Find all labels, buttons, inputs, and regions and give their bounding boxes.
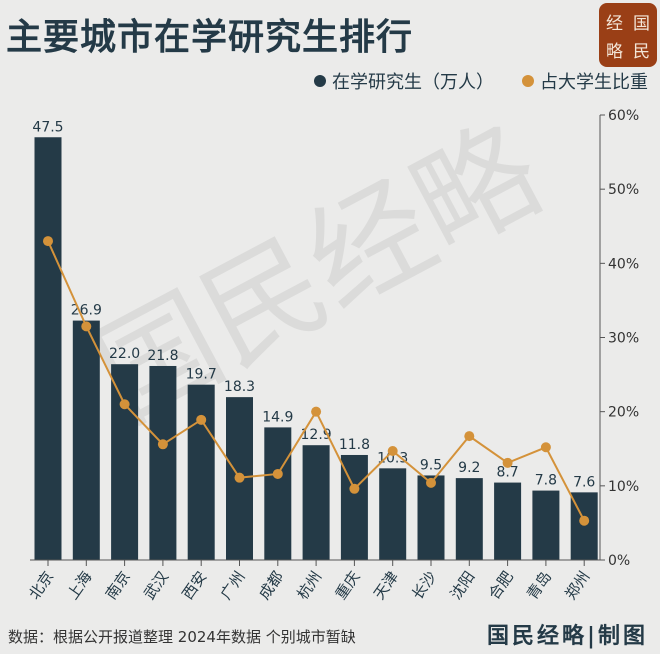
bar bbox=[187, 384, 215, 560]
line-point bbox=[119, 399, 130, 410]
line-point bbox=[426, 477, 436, 488]
x-tick-label: 沈阳 bbox=[447, 568, 479, 603]
line-point bbox=[272, 468, 283, 479]
y-tick-label: 50% bbox=[608, 182, 639, 198]
line-point bbox=[387, 445, 398, 456]
x-tick-label: 武汉 bbox=[140, 568, 172, 603]
legend-swatch bbox=[314, 75, 326, 87]
x-tick-label: 北京 bbox=[25, 568, 57, 603]
logo-char: 略 bbox=[606, 41, 623, 62]
bar-value-label: 8.7 bbox=[496, 465, 518, 481]
x-tick-label: 重庆 bbox=[332, 568, 364, 603]
bar-value-label: 7.8 bbox=[535, 473, 557, 489]
legend-swatch bbox=[522, 75, 534, 87]
x-tick-label: 合肥 bbox=[485, 568, 517, 603]
line-point bbox=[81, 321, 92, 332]
bar bbox=[149, 365, 177, 560]
bar-value-label: 14.9 bbox=[262, 409, 293, 425]
y-tick-label: 10% bbox=[608, 479, 639, 495]
line-point bbox=[540, 442, 551, 453]
x-tick-label: 杭州 bbox=[293, 568, 325, 603]
source-note: 数据：根据公开报道整理 2024年数据 个别城市暂缺 bbox=[8, 628, 356, 646]
logo-char: 民 bbox=[633, 41, 650, 62]
bar bbox=[532, 490, 560, 560]
bar-value-label: 19.7 bbox=[186, 367, 217, 383]
bar bbox=[417, 475, 445, 560]
bar-value-label: 7.6 bbox=[573, 474, 595, 490]
line-point bbox=[234, 472, 245, 483]
bar bbox=[34, 137, 62, 560]
x-tick-label: 南京 bbox=[102, 568, 134, 603]
brand-credit: 国民经略|制图 bbox=[486, 623, 648, 649]
legend-item-line: 占大学生比重 bbox=[522, 68, 648, 94]
bar bbox=[455, 478, 483, 560]
bar bbox=[302, 445, 330, 560]
bar-value-label: 9.5 bbox=[420, 457, 442, 473]
bar bbox=[379, 468, 407, 560]
logo: 经 国 略 民 bbox=[599, 3, 657, 67]
bar-value-label: 22.0 bbox=[109, 346, 140, 362]
x-tick-label: 上海 bbox=[64, 568, 96, 603]
bar-value-label: 21.8 bbox=[147, 348, 178, 364]
line-point bbox=[157, 439, 168, 450]
y-tick-label: 0% bbox=[608, 553, 630, 569]
x-tick-label: 天津 bbox=[370, 568, 402, 603]
bar-value-label: 11.8 bbox=[339, 437, 370, 453]
x-tick-label: 广州 bbox=[217, 568, 249, 603]
logo-char: 经 bbox=[606, 13, 623, 34]
bar-value-label: 26.9 bbox=[71, 303, 102, 319]
y-tick-label: 40% bbox=[608, 256, 639, 272]
y-tick-label: 20% bbox=[608, 405, 639, 421]
y-tick-label: 30% bbox=[608, 331, 639, 347]
x-tick-label: 西安 bbox=[179, 568, 211, 603]
bar bbox=[264, 427, 292, 560]
line-point bbox=[311, 406, 322, 417]
legend-label: 在学研究生（万人） bbox=[332, 72, 494, 93]
legend-item-bar: 在学研究生（万人） bbox=[314, 68, 494, 94]
bar-value-label: 47.5 bbox=[32, 119, 63, 135]
bar-value-label: 9.2 bbox=[458, 460, 480, 476]
line-point bbox=[579, 515, 590, 526]
bar bbox=[72, 320, 100, 560]
legend: 在学研究生（万人） 占大学生比重 bbox=[314, 68, 648, 94]
line-point bbox=[502, 457, 513, 468]
line-point bbox=[196, 414, 207, 425]
bar bbox=[494, 482, 522, 560]
x-tick-label: 成都 bbox=[255, 568, 287, 603]
line-point bbox=[349, 483, 360, 494]
x-tick-label: 青岛 bbox=[523, 568, 555, 603]
bar bbox=[111, 364, 139, 560]
bar-value-label: 12.9 bbox=[301, 427, 332, 443]
y-tick-label: 60% bbox=[608, 108, 639, 124]
x-tick-label: 长沙 bbox=[408, 568, 440, 603]
chart-title: 主要城市在学研究生排行 bbox=[6, 17, 414, 58]
bar-value-label: 10.3 bbox=[377, 450, 408, 466]
logo-char: 国 bbox=[633, 13, 650, 34]
line-point bbox=[43, 236, 53, 247]
bar-value-label: 18.3 bbox=[224, 379, 255, 395]
line-point bbox=[464, 431, 475, 442]
legend-label: 占大学生比重 bbox=[540, 72, 648, 93]
x-tick-label: 郑州 bbox=[562, 568, 594, 603]
